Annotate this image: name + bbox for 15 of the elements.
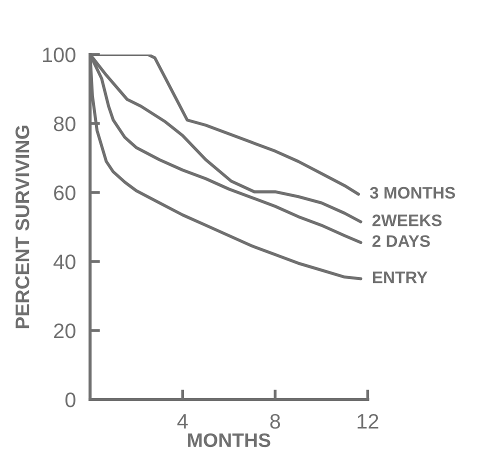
- y-tick-label: 0: [65, 392, 76, 408]
- y-tick-label: 20: [54, 324, 76, 338]
- y-tick-label: 60: [54, 185, 76, 200]
- series-label: 2 DAYS: [372, 235, 430, 247]
- y-tick-label: 40: [54, 254, 76, 270]
- series-label: 3 MONTHS: [370, 186, 456, 199]
- x-tick-label: 8: [270, 414, 280, 429]
- x-tick-label: 4: [177, 414, 188, 429]
- x-tick-label: 12: [358, 414, 378, 429]
- y-tick-label: 80: [54, 116, 76, 132]
- series-label: 2WEEKS: [372, 214, 442, 226]
- series-label: ENTRY: [372, 272, 428, 284]
- y-tick-label: 100: [43, 47, 76, 62]
- y-axis-title: PERCENT SURVIVING: [16, 126, 30, 328]
- x-axis-title: MONTHS: [188, 433, 270, 448]
